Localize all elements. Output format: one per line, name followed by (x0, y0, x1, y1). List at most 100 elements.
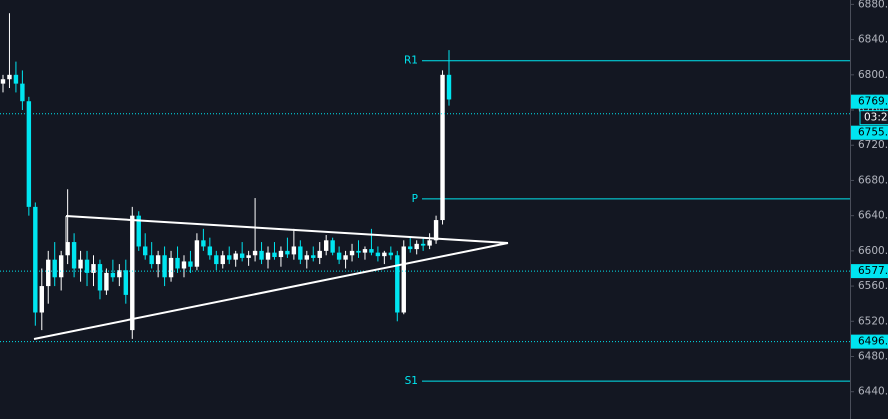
price-tag-label: 6769.50 (858, 96, 888, 108)
price-tag-label: 6577.00 (858, 265, 888, 277)
candle-body (395, 255, 400, 313)
candle-body (130, 215, 135, 331)
candle-body (117, 270, 122, 278)
candle-body (65, 242, 70, 256)
price-tag (851, 264, 888, 279)
candle-body (420, 243, 426, 246)
y-tick-label: 6640.00 (858, 210, 888, 222)
candle-body (110, 272, 116, 278)
candle-body (136, 215, 141, 247)
price-tag (851, 334, 888, 349)
candle-body (71, 242, 77, 269)
pivot-label: R1 (404, 55, 418, 67)
candle-body (52, 259, 57, 278)
candle-body (427, 240, 432, 246)
candle-body (0, 79, 6, 84)
candle-body (233, 253, 238, 260)
candle-body (433, 220, 439, 241)
candle-body (207, 246, 213, 256)
candle-body (246, 255, 251, 258)
candle-body (168, 257, 174, 278)
candle-body (298, 246, 303, 260)
candle-body (155, 255, 161, 265)
candle-body (382, 252, 387, 257)
y-tick-label: 6600.00 (858, 245, 888, 257)
y-tick-label: 6440.00 (858, 386, 888, 398)
price-tag-label: 6496.90 (858, 336, 888, 348)
candle-body (330, 240, 335, 253)
price-axis: 6440.00 6480.00 6520.00 6560.00 6600.00 6640.… (850, 0, 888, 398)
candle-body (123, 270, 129, 295)
candle-body (175, 257, 180, 269)
candle-body (104, 272, 109, 291)
candle-body (33, 206, 38, 313)
candle-body (401, 246, 406, 313)
price-tag (851, 94, 888, 109)
candle-body (97, 264, 103, 291)
candle-body (58, 255, 64, 278)
candle-body (323, 240, 329, 251)
candle-body (375, 252, 381, 257)
candle-body (188, 261, 193, 267)
y-tick-label: 6720.00 (858, 139, 888, 151)
candle-body (336, 252, 342, 260)
candle-body (162, 255, 167, 278)
y-tick-label: 6840.00 (858, 34, 888, 46)
candle-body (214, 255, 219, 265)
candle-body (311, 255, 316, 258)
candle-body (7, 74, 12, 80)
candle-body (20, 83, 25, 102)
candle-body (304, 255, 309, 260)
candle-body (46, 259, 51, 287)
price-tag-label: 6755.80 (858, 127, 888, 139)
candle-body (343, 255, 348, 260)
y-tick-label: 6520.00 (858, 315, 888, 327)
pivot-label: S1 (405, 375, 418, 387)
candle-body (278, 250, 284, 258)
candle-body (227, 255, 232, 260)
candle-body (349, 250, 355, 256)
candle-body (39, 286, 44, 313)
candle-body (291, 246, 297, 255)
candle-body (220, 255, 225, 265)
y-tick-label: 6880.00 (858, 0, 888, 10)
candle-body (272, 252, 277, 258)
candle-body (91, 264, 96, 273)
candle-body (239, 253, 245, 258)
candle-body (388, 252, 394, 256)
candle-body (149, 255, 154, 265)
candle-body (143, 246, 148, 256)
trendline-upper (65, 215, 509, 244)
candle-body (265, 252, 271, 260)
candle-body (446, 74, 452, 100)
countdown: 03:29 (864, 112, 888, 124)
candle-body (84, 259, 90, 273)
candle-body (440, 74, 445, 221)
plot-area: R1 P S1 (0, 13, 850, 387)
candle-body (201, 240, 206, 247)
candle-body (13, 74, 19, 84)
candle-body (259, 250, 264, 260)
candle-body (285, 250, 290, 255)
candle-body (194, 240, 200, 267)
candle-body (78, 259, 83, 269)
y-tick-label: 6800.00 (858, 69, 888, 81)
trendline-lower (33, 242, 509, 340)
y-tick-label: 6480.00 (858, 351, 888, 363)
candle-body (369, 249, 374, 253)
price-tag (851, 125, 888, 140)
candle-body (181, 261, 187, 269)
candle-body (252, 250, 258, 256)
y-tick-label: 6560.00 (858, 280, 888, 292)
countdown-box (859, 110, 888, 126)
candle-body (317, 250, 322, 258)
pivot-label: P (412, 193, 418, 205)
candle-body (26, 101, 32, 207)
candle-body (362, 249, 368, 253)
candle-body (408, 246, 413, 250)
candle-body (356, 250, 361, 253)
candle-body (414, 243, 419, 250)
y-tick-label: 6680.00 (858, 174, 888, 186)
